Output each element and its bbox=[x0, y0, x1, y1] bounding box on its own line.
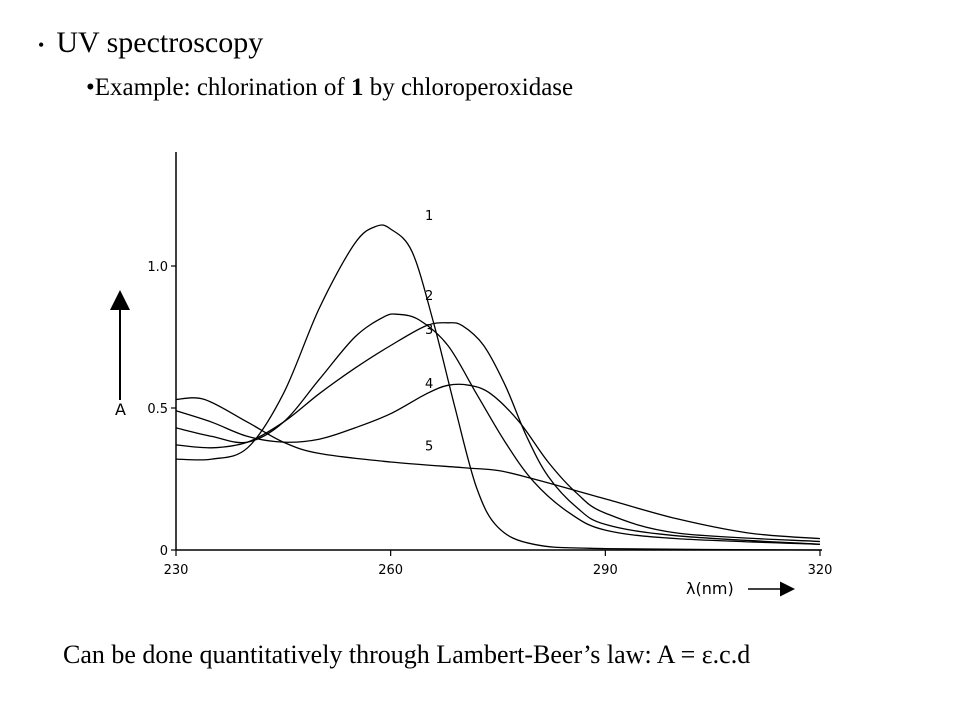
bullet-sub-prefix: Example: chlorination of bbox=[94, 74, 351, 101]
bullet-sub-bold: 1 bbox=[350, 74, 364, 101]
axes: 230 260 290 320 0 0.5 1.0 bbox=[147, 152, 832, 578]
x-tick-label: 290 bbox=[593, 563, 618, 578]
curve-5 bbox=[175, 397, 821, 540]
curve-label-3: 3 bbox=[425, 323, 433, 338]
x-tick-label: 260 bbox=[378, 563, 403, 578]
bullet-main: • UV spectroscopy bbox=[38, 26, 263, 60]
y-axis-title: A bbox=[115, 400, 126, 419]
caption: Can be done quantitatively through Lambe… bbox=[63, 640, 751, 669]
bullet-dot: • bbox=[38, 34, 45, 55]
curve-1 bbox=[175, 224, 821, 551]
curve-label-1: 1 bbox=[425, 209, 433, 224]
curves bbox=[175, 224, 821, 551]
curve-label-5: 5 bbox=[425, 439, 433, 454]
y-tick-label: 0.5 bbox=[147, 402, 168, 417]
curve-label-2: 2 bbox=[425, 289, 433, 304]
bullet-sub: •Example: chlorination of 1 by chloroper… bbox=[86, 74, 574, 101]
curve-2 bbox=[175, 313, 821, 545]
labels: 1 2 3 4 5 bbox=[425, 209, 433, 454]
curve-label-4: 4 bbox=[425, 377, 433, 392]
y-tick-label: 1.0 bbox=[147, 260, 168, 275]
curve-3 bbox=[175, 322, 821, 545]
x-tick-label: 320 bbox=[808, 563, 833, 578]
bullet-main-text: UV spectroscopy bbox=[56, 26, 264, 59]
x-tick-label: 230 bbox=[164, 563, 189, 578]
bullet-sub-suffix: by chloroperoxidase bbox=[363, 74, 574, 101]
y-tick-label: 0 bbox=[160, 544, 168, 559]
curve-4 bbox=[175, 383, 821, 543]
x-axis-title: λ(nm) bbox=[686, 579, 734, 598]
